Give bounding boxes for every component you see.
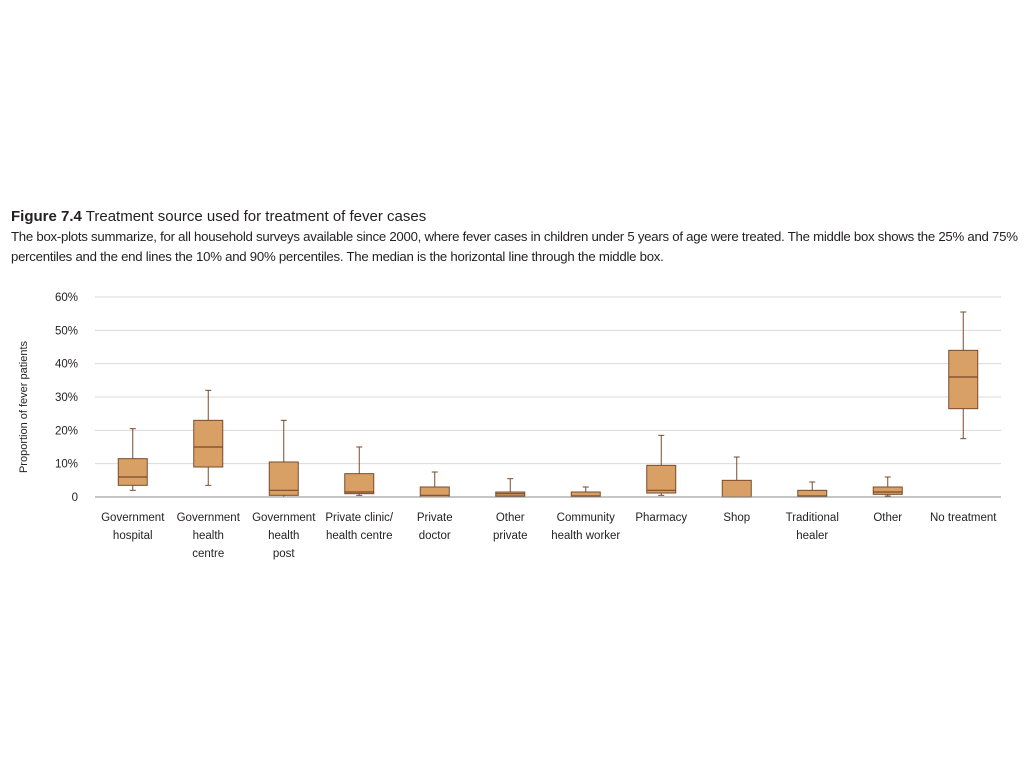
x-category-label-line: healer — [796, 530, 828, 542]
figure-caption: Figure 7.4 Treatment source used for tre… — [11, 207, 1021, 267]
x-category-label: No treatment — [930, 512, 997, 524]
box-7 — [570, 486, 601, 498]
x-category-label-line: doctor — [419, 530, 451, 542]
box-5 — [419, 471, 450, 498]
box-12 — [948, 311, 979, 440]
box-10 — [797, 481, 828, 498]
iqr-box — [646, 464, 677, 494]
figure-title: Figure 7.4 Treatment source used for tre… — [11, 207, 1021, 227]
box-series — [117, 311, 979, 498]
iqr-box — [948, 349, 979, 410]
y-tick-label: 30% — [55, 392, 78, 404]
y-tick-label: 50% — [55, 325, 78, 337]
x-category-label-line: health — [268, 530, 299, 542]
iqr-box — [193, 419, 224, 468]
figure-description: The box-plots summarize, for all househo… — [11, 229, 1018, 264]
x-category-label-line: No treatment — [930, 512, 997, 524]
iqr-box — [721, 479, 752, 498]
x-category-label-line: Government — [177, 512, 241, 524]
box-6 — [495, 478, 526, 498]
box-9 — [721, 456, 752, 498]
x-axis: Government hospital Government health centre… — [95, 496, 1001, 560]
x-category-label-line: health centre — [326, 530, 393, 542]
x-category-label-line: Private — [417, 512, 453, 524]
x-category-label-line: Shop — [723, 512, 750, 524]
x-category-label-line: private — [493, 530, 528, 542]
x-category-label-line: post — [273, 548, 296, 560]
x-category-label: Government health centre — [177, 512, 241, 560]
x-category-label-line: health worker — [551, 530, 620, 542]
x-category-label: Government hospital — [101, 512, 165, 542]
y-tick-label: 20% — [55, 425, 78, 437]
x-category-label: Private clinic/health centre — [325, 512, 394, 542]
box-2 — [193, 389, 224, 486]
x-category-label-line: centre — [192, 548, 224, 560]
x-category-label: Other private — [493, 512, 528, 542]
y-tick-label: 60% — [55, 292, 78, 304]
box-3 — [268, 419, 299, 498]
x-category-label: Other — [873, 512, 902, 524]
figure-title-text: Treatment source used for treatment of f… — [85, 208, 427, 225]
x-category-label: Traditional healer — [786, 512, 839, 542]
iqr-box — [344, 473, 375, 495]
x-category-label-line: health — [193, 530, 224, 542]
x-category-label-line: Private clinic/ — [325, 512, 394, 524]
x-category-label-line: Government — [252, 512, 316, 524]
x-category-label-line: Government — [101, 512, 165, 524]
box-4 — [344, 446, 375, 496]
box-8 — [646, 434, 677, 496]
x-category-label-line: Other — [496, 512, 525, 524]
x-category-label: Pharmacy — [635, 512, 687, 524]
y-axis: 0 10% 20% 30% 40% 50% 60% Proportion of fever p… — [18, 292, 78, 504]
iqr-box — [117, 458, 148, 486]
y-tick-label: 40% — [55, 359, 78, 371]
box-11 — [872, 476, 903, 497]
x-category-label-line: hospital — [113, 530, 153, 542]
x-category-label-line: Pharmacy — [635, 512, 687, 524]
x-category-label: Community health worker — [551, 512, 620, 542]
x-category-label-line: Other — [873, 512, 902, 524]
x-category-label: Shop — [723, 512, 750, 524]
iqr-box — [872, 486, 903, 495]
figure-label: Figure 7.4 — [11, 208, 82, 225]
y-tick-label: 0 — [72, 492, 78, 504]
box-1 — [117, 428, 148, 491]
x-category-label-line: Traditional — [786, 512, 839, 524]
grid-lines — [95, 296, 1001, 465]
y-tick-label: 10% — [55, 459, 78, 471]
y-axis-title: Proportion of fever patients — [18, 340, 30, 473]
x-category-label: Private doctor — [417, 512, 453, 542]
x-category-label-line: Community — [557, 512, 615, 524]
x-category-label: Government health post — [252, 512, 316, 560]
